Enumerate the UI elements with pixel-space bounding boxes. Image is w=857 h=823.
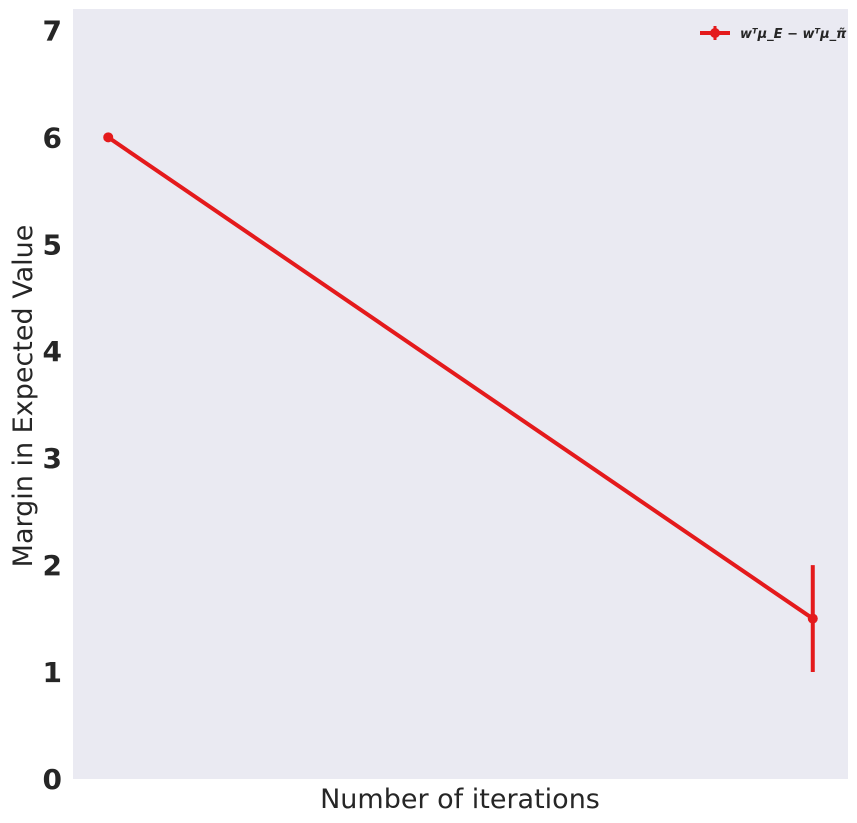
y-tick-label: 5 — [43, 228, 62, 261]
y-tick-label: 4 — [43, 335, 62, 368]
legend-series-label: wᵀμ_E − wᵀμ_π̃ — [740, 27, 847, 42]
y-axis-label: Margin in Expected Value — [8, 225, 39, 568]
y-tick-label: 7 — [43, 14, 62, 47]
plot-background — [73, 9, 848, 779]
series-layer — [103, 132, 818, 673]
x-axis-label: Number of iterations — [320, 784, 600, 815]
y-tick-label: 0 — [43, 763, 62, 796]
data-point — [103, 132, 114, 143]
legend: wᵀμ_E − wᵀμ_π̃ — [700, 26, 847, 42]
y-tick-label: 1 — [43, 656, 62, 689]
y-tick-label: 6 — [43, 121, 62, 154]
series-line — [107, 135, 814, 621]
data-point — [807, 613, 818, 624]
y-axis-ticks: 0 1 2 3 4 5 6 7 — [43, 14, 62, 796]
y-tick-label: 3 — [43, 442, 62, 475]
y-tick-label: 2 — [43, 549, 62, 582]
legend-marker-swatch — [710, 28, 720, 38]
